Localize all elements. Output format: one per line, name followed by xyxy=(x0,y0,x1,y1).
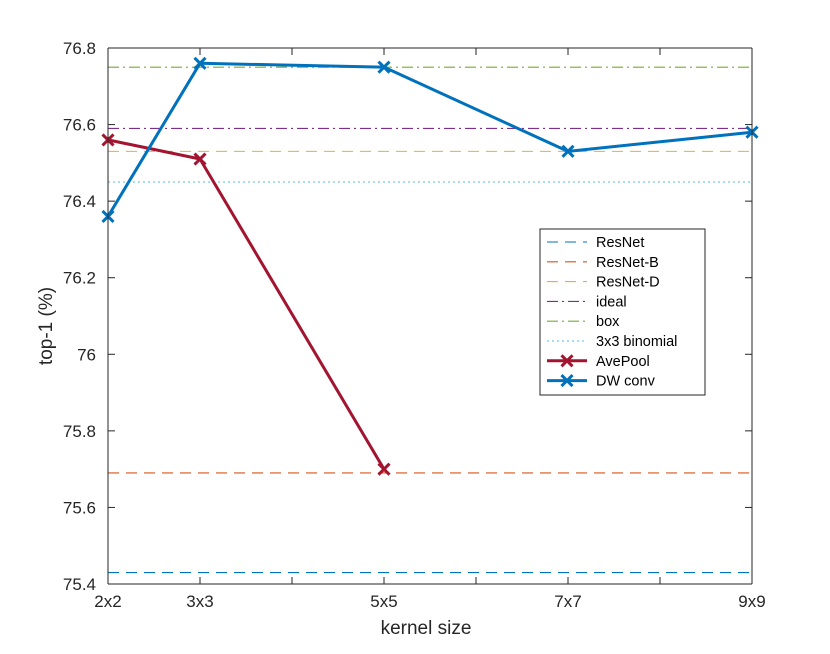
legend-label-dw-conv: DW conv xyxy=(596,374,656,390)
legend-label-box: box xyxy=(596,314,620,330)
axis-ticks: 2x2 3x3 5x5 7x7 9x9 75.4 75.6 75.8 76 76.2 76.4 76.… xyxy=(63,39,766,611)
x-tick-label: 2x2 xyxy=(94,592,121,611)
x-tick-label: 3x3 xyxy=(186,592,213,611)
axes xyxy=(107,47,753,585)
baseline-lines xyxy=(108,66,752,574)
legend-marker-avepool xyxy=(560,354,574,368)
data-point-dw-conv xyxy=(561,144,575,158)
y-tick-label: 76 xyxy=(77,345,96,364)
x-axis-label: kernel size xyxy=(381,618,472,639)
y-tick-label: 75.6 xyxy=(63,498,96,517)
legend-label-resnet-b: ResNet-B xyxy=(596,255,659,271)
y-tick-label: 75.4 xyxy=(63,575,96,594)
y-tick-label: 76.2 xyxy=(63,269,96,288)
y-tick-label: 76.8 xyxy=(63,39,96,58)
y-tick-label: 76.4 xyxy=(63,192,96,211)
data-point-avepool xyxy=(193,152,207,166)
data-point-avepool xyxy=(377,462,391,476)
legend-label-resnet-d: ResNet-D xyxy=(596,275,660,291)
x-tick-label: 7x7 xyxy=(554,592,581,611)
x-tick-label: 9x9 xyxy=(738,592,765,611)
data-point-dw-conv xyxy=(193,56,207,70)
legend-label-avepool: AvePool xyxy=(596,354,650,370)
data-point-dw-conv xyxy=(377,60,391,74)
x-tick-label: 5x5 xyxy=(370,592,397,611)
y-tick-label: 75.8 xyxy=(63,422,96,441)
legend-marker-dw-conv xyxy=(560,374,574,388)
legend: ResNet ResNet-B ResNet-D ideal box 3x3 binomi… xyxy=(539,228,706,396)
legend-box xyxy=(539,228,706,396)
legend-label-ideal: ideal xyxy=(596,294,627,310)
legend-label-3x3-binomial: 3x3 binomial xyxy=(596,334,677,350)
y-tick-label: 76.6 xyxy=(63,116,96,135)
legend-label-resnet: ResNet xyxy=(596,235,644,251)
y-axis-label: top-1 (%) xyxy=(36,287,57,365)
